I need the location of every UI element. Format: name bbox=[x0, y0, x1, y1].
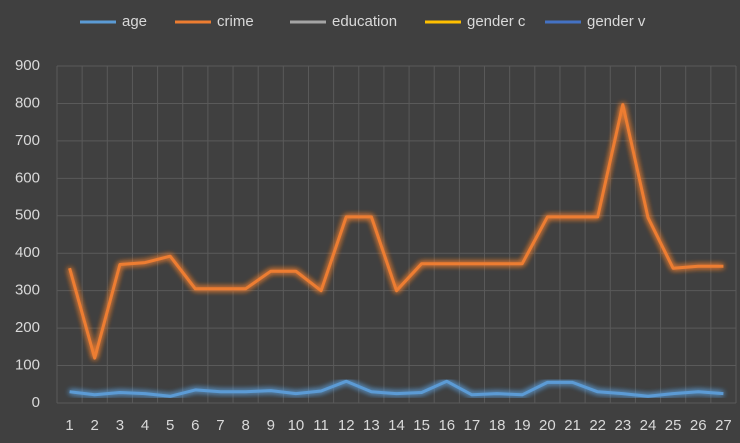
x-tick-label: 11 bbox=[313, 417, 329, 434]
x-tick-label: 4 bbox=[141, 417, 149, 434]
x-tick-label: 8 bbox=[241, 417, 249, 434]
y-tick-label: 0 bbox=[32, 394, 40, 411]
x-tick-label: 9 bbox=[267, 417, 275, 434]
series-line bbox=[69, 379, 724, 398]
x-tick-label: 22 bbox=[589, 417, 606, 434]
x-tick-label: 26 bbox=[690, 417, 707, 434]
y-tick-label: 100 bbox=[15, 357, 40, 374]
x-tick-label: 19 bbox=[514, 417, 531, 434]
x-tick-label: 27 bbox=[715, 417, 732, 434]
x-tick-label: 13 bbox=[363, 417, 380, 434]
x-tick-label: 23 bbox=[614, 417, 631, 434]
x-tick-label: 2 bbox=[91, 417, 99, 434]
x-tick-label: 5 bbox=[166, 417, 174, 434]
x-tick-label: 20 bbox=[539, 417, 556, 434]
x-tick-label: 17 bbox=[464, 417, 481, 434]
legend-label: gender v bbox=[587, 13, 646, 30]
x-tick-label: 15 bbox=[413, 417, 430, 434]
y-tick-label: 400 bbox=[15, 244, 40, 261]
legend-label: crime bbox=[217, 13, 254, 30]
y-tick-label: 600 bbox=[15, 169, 40, 186]
x-tick-label: 18 bbox=[489, 417, 506, 434]
x-tick-label: 25 bbox=[665, 417, 682, 434]
series-line bbox=[68, 103, 724, 360]
x-tick-label: 3 bbox=[116, 417, 124, 434]
x-tick-label: 6 bbox=[191, 417, 199, 434]
x-tick-label: 24 bbox=[640, 417, 657, 434]
legend-label: age bbox=[122, 13, 147, 30]
x-tick-label: 1 bbox=[65, 417, 73, 434]
legend-label: gender c bbox=[467, 13, 526, 30]
y-tick-label: 500 bbox=[15, 207, 40, 224]
y-tick-label: 300 bbox=[15, 282, 40, 299]
x-tick-label: 10 bbox=[288, 417, 305, 434]
x-tick-label: 14 bbox=[388, 417, 405, 434]
legend-label: education bbox=[332, 13, 397, 30]
y-tick-label: 700 bbox=[15, 132, 40, 149]
y-tick-label: 200 bbox=[15, 319, 40, 336]
y-tick-label: 800 bbox=[15, 94, 40, 111]
x-tick-label: 7 bbox=[216, 417, 224, 434]
x-tick-label: 12 bbox=[338, 417, 355, 434]
y-tick-label: 900 bbox=[15, 57, 40, 74]
x-tick-label: 21 bbox=[564, 417, 581, 434]
x-tick-label: 16 bbox=[438, 417, 455, 434]
